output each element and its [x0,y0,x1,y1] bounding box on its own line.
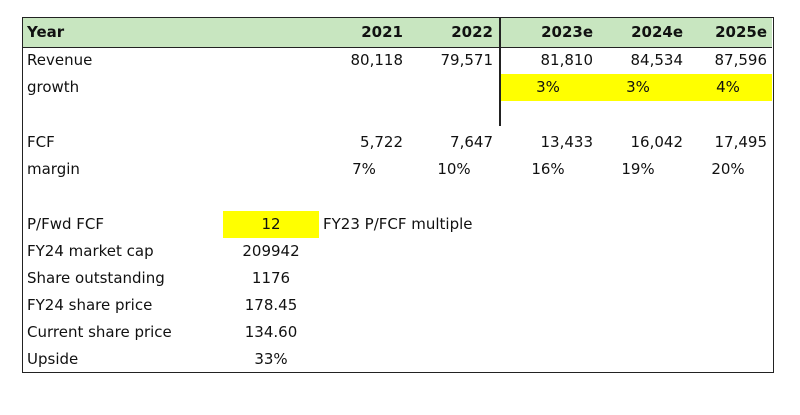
margin-label: margin [27,160,80,178]
fcf-2023e: 13,433 [540,133,594,151]
revenue-2022: 79,571 [440,51,494,69]
revenue-2025e: 87,596 [714,51,768,69]
margin-2022: 10% [437,160,471,178]
revenue-2024e: 84,534 [630,51,684,69]
revenue-2023e: 81,810 [540,51,594,69]
upside-label: Upside [27,350,79,368]
header-year-2025e: 2025e [715,23,767,41]
growth-2024e: 3% [626,78,650,96]
upside-value: 33% [254,350,288,368]
margin-2025e: 20% [711,160,745,178]
fcf-2025e: 17,495 [714,133,768,151]
forecast-divider [499,18,501,126]
fcf-2024e: 16,042 [630,133,684,151]
pfwd-highlight [223,211,319,238]
fcf-2021: 5,722 [360,133,403,151]
current-price-value: 134.60 [244,323,298,341]
header-year-label: Year [27,23,65,41]
header-year-2023e: 2023e [541,23,593,41]
fy24-price-value: 178.45 [244,296,298,314]
market-cap-value: 209942 [242,242,300,260]
margin-2023e: 16% [531,160,565,178]
market-cap-label: FY24 market cap [27,242,154,260]
growth-2023e: 3% [536,78,560,96]
spreadsheet-table: Year 2021 2022 2023e 2024e 2025e Revenue… [22,17,774,373]
current-price-label: Current share price [27,323,172,341]
growth-2025e: 4% [716,78,740,96]
pfwd-note: FY23 P/FCF multiple [323,215,473,233]
margin-2024e: 19% [621,160,655,178]
shares-value: 1176 [251,269,291,287]
fy24-price-label: FY24 share price [27,296,153,314]
growth-label: growth [27,78,80,96]
margin-2021: 7% [352,160,376,178]
header-year-2021: 2021 [361,23,403,41]
fcf-label: FCF [27,133,55,151]
growth-highlight [501,74,772,101]
revenue-2021: 80,118 [350,51,404,69]
fcf-2022: 7,647 [450,133,493,151]
pfwd-value: 12 [261,215,281,233]
revenue-label: Revenue [27,51,93,69]
header-year-2022: 2022 [451,23,493,41]
header-row [23,18,772,48]
shares-label: Share outstanding [27,269,165,287]
header-year-2024e: 2024e [631,23,683,41]
pfwd-label: P/Fwd FCF [27,215,105,233]
